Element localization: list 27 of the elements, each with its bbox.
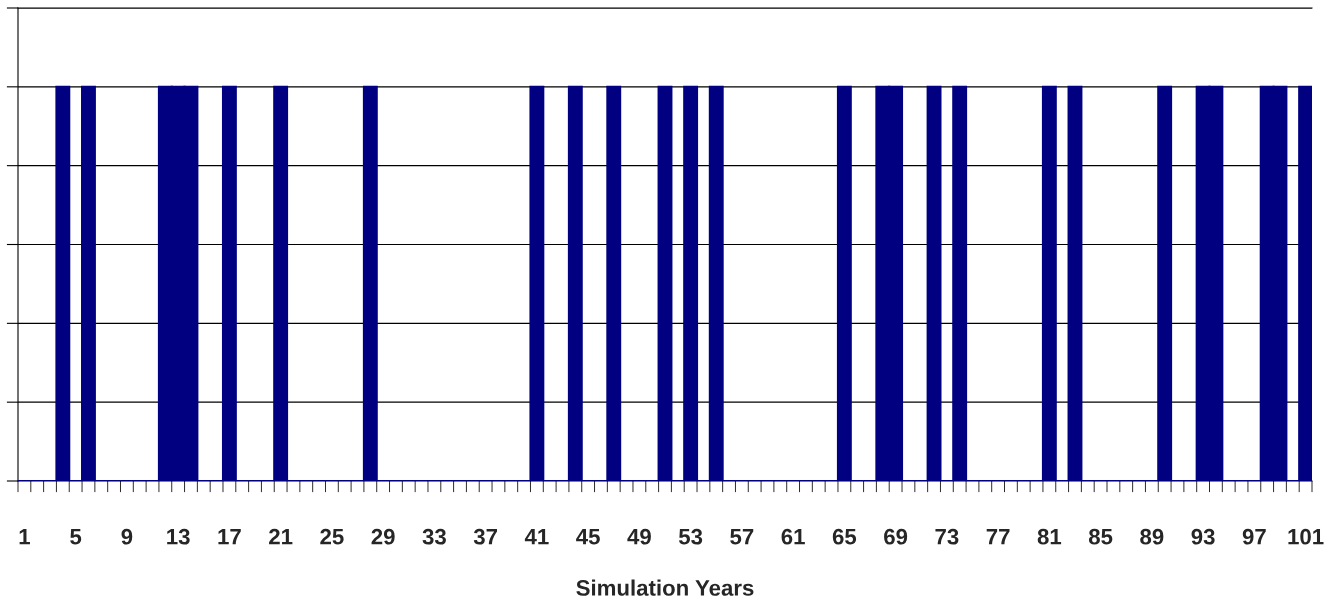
x-tick-label: 41 [524,529,549,545]
x-tick-label: 17 [218,529,241,545]
x-tick-label: 21 [269,528,293,545]
x-tick-label: 45 [576,529,600,545]
x-tick-label: 57 [730,529,754,545]
x-tick-label: 5 [70,529,82,545]
x-tick-label: 13 [167,528,190,545]
x-tick-label: 61 [781,528,805,545]
x-tick-label: 9 [121,528,133,545]
x-tick-label: 93 [1191,528,1215,545]
x-tick-label: 101 [1288,528,1324,545]
x-tick-label: 89 [1140,528,1164,545]
x-tick-label: 65 [832,528,857,545]
x-tick-label: 25 [320,528,344,545]
x-tick-label: 69 [884,528,908,545]
x-tick-label: 73 [935,528,959,545]
x-tick-label: 33 [422,528,446,545]
x-tick-label: 29 [371,528,395,545]
x-tick-label: 97 [1242,528,1266,545]
x-tick-label: 37 [473,528,498,545]
x-tick-label: 81 [1037,528,1062,545]
x-tick-label: 49 [627,528,651,545]
x-axis-title: Simulation Years [576,579,754,596]
x-tick-label: 1 [19,529,30,545]
x-tick-label: 53 [678,528,703,545]
x-tick-label: 77 [986,529,1010,545]
x-tick-label: 85 [1088,528,1113,545]
